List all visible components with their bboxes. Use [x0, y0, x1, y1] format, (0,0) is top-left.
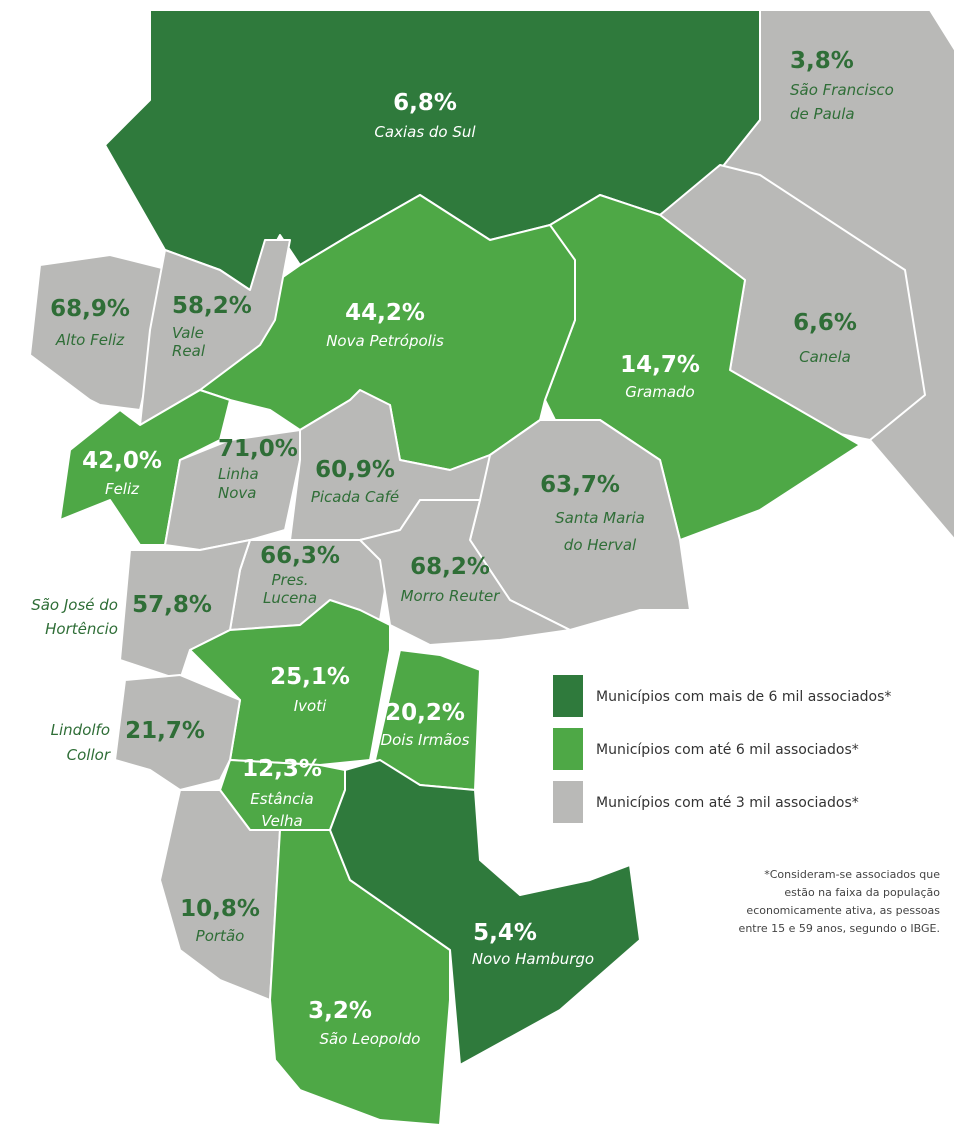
region-value: 14,7% [620, 352, 700, 378]
legend-swatch [553, 675, 583, 717]
regions [29, 9, 956, 1126]
region-value: 42,0% [82, 448, 162, 474]
legend-swatch [553, 728, 583, 770]
region [329, 759, 641, 1066]
region-name: Nova Petrópolis [326, 332, 444, 350]
region-value: 66,3% [260, 543, 340, 569]
region-name: Lucena [263, 589, 317, 607]
region-name: Collor [67, 746, 111, 764]
region-name: Portão [196, 927, 245, 945]
region-value: 6,6% [793, 310, 857, 336]
region-name: Real [172, 342, 206, 360]
region-name: Canela [799, 348, 851, 366]
region-name: Ivoti [294, 697, 327, 715]
footnote: entre 15 e 59 anos, segundo o IBGE. [739, 922, 940, 935]
footnote: economicamente ativa, as pessoas [746, 904, 940, 917]
region-name: Estância [250, 790, 313, 808]
region-name: Picada Café [311, 488, 399, 506]
region-value: 3,8% [790, 48, 854, 74]
region-name: São José do [31, 596, 118, 614]
region-name: Pres. [271, 571, 308, 589]
legend-label: Municípios com até 3 mil associados* [596, 795, 859, 811]
region [164, 429, 301, 551]
region-value: 57,8% [132, 592, 212, 618]
region [359, 499, 571, 646]
region [29, 254, 171, 411]
region-value: 21,7% [125, 718, 205, 744]
region-value: 3,2% [308, 998, 372, 1024]
legend-swatch [553, 781, 583, 823]
legend-label: Municípios com mais de 6 mil associados* [596, 689, 891, 705]
region-value: 58,2% [172, 293, 252, 319]
region-value: 60,9% [315, 457, 395, 483]
region-name: Dois Irmãos [381, 731, 470, 749]
region-value: 25,1% [270, 664, 350, 690]
region-name: Santa Maria [555, 509, 645, 527]
region-name: Velha [261, 812, 302, 830]
region-name: de Paula [790, 105, 855, 123]
footnote: *Consideram-se associados que [764, 868, 940, 881]
region-value: 5,4% [473, 920, 537, 946]
region-name: Morro Reuter [401, 587, 501, 605]
region-name: Nova [218, 484, 256, 502]
region-name: Hortêncio [45, 620, 118, 638]
region-name: Linha [218, 465, 259, 483]
region [114, 674, 241, 791]
region-value: 68,2% [410, 554, 490, 580]
region-name: Gramado [625, 383, 695, 401]
region-value: 68,9% [50, 296, 130, 322]
region-name: do Herval [564, 536, 637, 554]
region-name: Lindolfo [51, 721, 110, 739]
labels: 6,8% Caxias do Sul 3,8% São Francisco de Pau… [31, 48, 940, 1048]
region-name: Caxias do Sul [374, 123, 476, 141]
region-name: Novo Hamburgo [472, 950, 594, 968]
region-name: Feliz [105, 480, 140, 498]
region-value: 10,8% [180, 896, 260, 922]
region-value: 44,2% [345, 300, 425, 326]
region-name: Alto Feliz [55, 331, 125, 349]
region-value: 71,0% [218, 436, 298, 462]
footnote: estão na faixa da população [784, 886, 940, 899]
region-name: São Francisco [790, 81, 894, 99]
region-value: 12,3% [242, 756, 322, 782]
region-value: 20,2% [385, 700, 465, 726]
region [139, 239, 291, 426]
legend-label: Municípios com até 6 mil associados* [596, 742, 859, 758]
region-name: Vale [172, 324, 204, 342]
region-value: 6,8% [393, 90, 457, 116]
region-name: São Leopoldo [320, 1030, 421, 1048]
region-value: 63,7% [540, 472, 620, 498]
